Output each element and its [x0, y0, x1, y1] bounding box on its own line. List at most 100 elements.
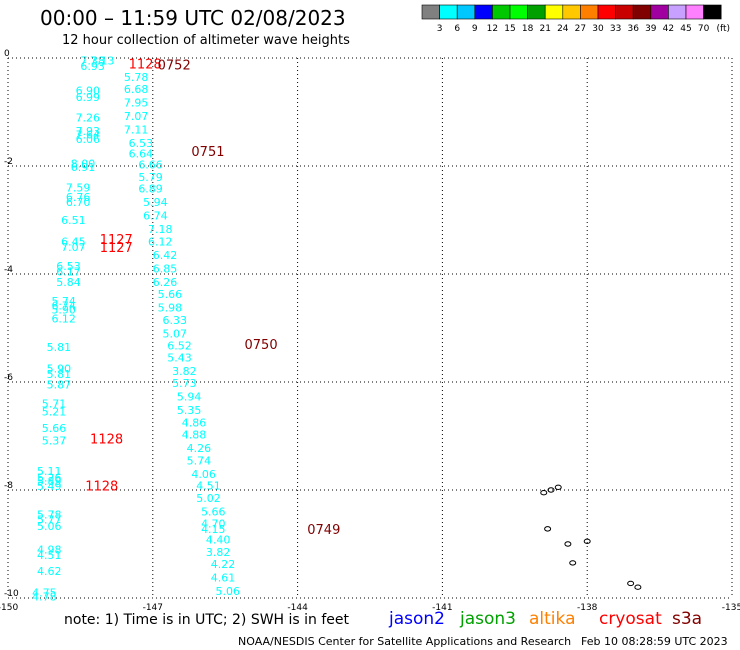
lat-tick-label: -2 [4, 157, 13, 167]
timestamp-text: Feb 10 08:28:59 UTC 2023 [581, 635, 728, 648]
wave-height-value: 5.90 [47, 363, 72, 376]
wave-height-value: 7.38 [80, 55, 105, 68]
legend-altika: altika [529, 609, 576, 629]
wave-height-value: 6.26 [153, 276, 178, 289]
colorbar: 3 6 9 12 15 18 21 24 27 30 33 36 39 42 45 70 (ft) [421, 4, 730, 34]
wave-height-value: 7.18 [148, 223, 173, 236]
wave-height-value: 4.75 [32, 587, 57, 600]
wave-height-value: 4.78 [32, 590, 57, 603]
lat-tick-label: -4 [4, 265, 13, 275]
wave-height-value: 5.84 [56, 276, 80, 289]
wave-height-value: 6.93 [80, 60, 105, 73]
pass-time-label: 0752 [158, 58, 191, 73]
wave-height-value: 5.43 [167, 352, 192, 365]
colorbar-tick-label: 6 [454, 24, 460, 34]
wave-height-value: 5.78 [124, 71, 149, 84]
wave-height-value: 5.02 [196, 492, 221, 505]
wave-height-value: 5.94 [177, 391, 202, 404]
lat-tick-label: -6 [4, 373, 13, 383]
wave-height-value: 7.07 [61, 241, 86, 254]
map-subtitle: 12 hour collection of altimeter wave hei… [62, 33, 350, 48]
wave-height-value: 6.68 [124, 83, 149, 96]
wave-height-value: 5.98 [158, 301, 183, 314]
wave-height-value: 5.74 [51, 295, 76, 308]
pass-time-label: 1128 [129, 57, 162, 72]
wave-height-value: 5.79 [138, 171, 163, 184]
wave-height-value: 6.89 [138, 183, 163, 196]
pass-time-label: 1128 [90, 433, 123, 448]
legend-jason2: jason2 [389, 609, 445, 629]
pass-time-label: 1127 [100, 233, 133, 248]
wave-height-value: 4.26 [187, 442, 212, 455]
colorbar-tick-label: 30 [592, 24, 604, 34]
wave-height-value: 6.51 [61, 214, 86, 227]
wave-height-value: 5.06 [216, 585, 241, 598]
wave-height-value: 5.35 [177, 404, 202, 417]
wave-height-value: 5.07 [162, 327, 187, 340]
note-text: note: 1) Time is in UTC; 2) SWH is in fe… [64, 612, 350, 628]
pass-time-label: 1128 [85, 480, 118, 495]
lat-tick-label: -10 [4, 589, 19, 599]
wave-height-value: 4.51 [196, 480, 221, 493]
wave-height-value: 6.76 [66, 191, 91, 204]
island-outline [544, 526, 552, 532]
island-outline [634, 584, 642, 590]
colorbar-tick-label: 18 [522, 24, 534, 34]
wave-height-value: 6.64 [129, 148, 154, 161]
legend-cryosat: cryosat [599, 609, 662, 629]
island-outline [547, 487, 555, 493]
wave-height-value: 7.59 [66, 182, 91, 195]
wave-height-value: 6.12 [51, 312, 76, 325]
wave-height-value: 7.07 [124, 110, 149, 123]
wave-height-value: 5.71 [42, 398, 67, 411]
wave-height-value: 8.00 [71, 157, 96, 170]
legend-s3a: s3a [672, 609, 703, 629]
map-title: 00:00 – 11:59 UTC 02/08/2023 [40, 6, 346, 30]
wave-height-value: 6.52 [167, 339, 192, 352]
pass-time-label: 0749 [307, 523, 340, 538]
wave-height-value: 5.11 [37, 465, 62, 478]
wave-height-value: 4.88 [182, 428, 207, 441]
wave-height-value: 4.06 [191, 468, 216, 481]
wave-height-value: 6.99 [76, 91, 101, 104]
island-outline [627, 580, 635, 587]
colorbar-tick-label: 42 [663, 24, 674, 34]
wave-height-value: 4.61 [211, 571, 236, 584]
island-outline [583, 538, 591, 544]
wave-height-value: 5.21 [42, 406, 67, 419]
wave-height-value: 5.78 [37, 508, 62, 521]
wave-height-value: 7.64 [76, 129, 101, 142]
track-cyan-west: 7.386.937.13 6.906.99 7.267.937.646.06 8.00… [32, 55, 114, 604]
wave-height-value: 3.82 [206, 546, 231, 559]
wave-height-value: 6.90 [76, 84, 101, 97]
wave-height-value: 6.74 [143, 210, 168, 223]
wave-height-value: 7.93 [76, 125, 101, 138]
wave-height-value: 5.87 [47, 379, 72, 392]
wave-height-value: 6.06 [76, 133, 101, 146]
island-outline [569, 560, 577, 566]
wave-height-value: 5.66 [42, 422, 67, 435]
wave-height-value: 7.11 [124, 123, 149, 136]
wave-height-value: 4.62 [37, 565, 62, 578]
colorbar-tick-label: 39 [645, 24, 657, 34]
wave-height-value: 4.40 [206, 534, 231, 547]
lon-tick-label: -147 [143, 603, 163, 613]
wave-height-value: 4.98 [37, 543, 62, 556]
wave-height-value: 7.26 [76, 111, 101, 124]
wave-height-value: 6.74 [51, 299, 76, 312]
wave-height-value: 6.91 [71, 161, 96, 174]
wave-height-value: 3.82 [172, 365, 197, 378]
wave-height-value: 5.77 [37, 514, 62, 527]
colorbar-swatch [703, 4, 722, 20]
wave-height-value: 6.42 [153, 249, 178, 262]
legend-jason3: jason3 [460, 609, 516, 629]
wave-height-value: 6.66 [138, 158, 163, 171]
wave-height-value: 4.70 [201, 517, 226, 530]
wave-height-value: 5.74 [187, 454, 212, 467]
wave-height-value: 4.51 [37, 549, 62, 562]
island-outline [540, 490, 548, 496]
wave-height-value: 5.49 [37, 480, 62, 493]
wave-height-value: 6.70 [66, 196, 91, 209]
wave-height-value: 5.66 [158, 288, 183, 301]
